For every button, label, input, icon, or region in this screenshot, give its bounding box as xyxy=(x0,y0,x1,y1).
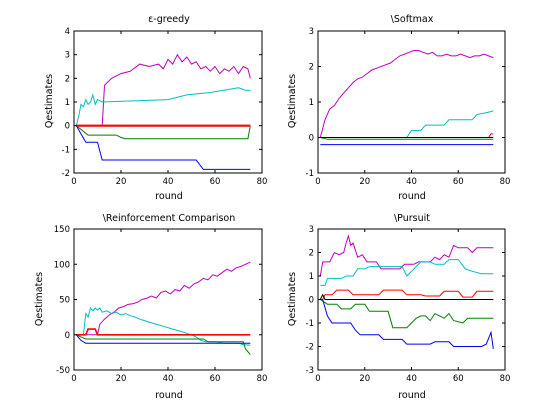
y-tick-label: 100 xyxy=(54,260,70,270)
x-tick-label: 60 xyxy=(210,177,221,187)
series-line-2 xyxy=(320,289,494,300)
y-tick-label: 3 xyxy=(309,225,314,235)
x-tick-label: 0 xyxy=(71,374,76,384)
y-tick-label: 50 xyxy=(59,296,70,306)
x-tick-label: 20 xyxy=(359,374,370,384)
series-line-0 xyxy=(319,234,494,277)
y-tick-label: -1 xyxy=(62,145,70,155)
y-tick-label: 2 xyxy=(65,74,70,84)
y-axis-label: Qestimates xyxy=(44,74,55,128)
series-line-0 xyxy=(76,261,251,336)
subplot-pursuit: \Pursuit round Qestimates xyxy=(287,213,430,401)
y-tick-label: 150 xyxy=(54,225,70,235)
x-tick-label: 60 xyxy=(453,177,464,187)
x-axis-label: round xyxy=(398,390,426,401)
x-tick-label: 80 xyxy=(257,177,268,187)
x-tick-label: 0 xyxy=(315,374,320,384)
y-tick-label: -2 xyxy=(306,343,314,353)
x-tick-label: 40 xyxy=(163,374,174,384)
series-line-5 xyxy=(320,299,494,349)
y-tick-label: 2 xyxy=(309,63,314,73)
y-tick-label: 3 xyxy=(65,51,70,61)
x-tick-label: 20 xyxy=(116,177,127,187)
x-tick-label: 20 xyxy=(359,177,370,187)
series-line-3 xyxy=(76,328,251,336)
x-tick-label: 0 xyxy=(71,177,76,187)
y-axis-label: Qestimates xyxy=(287,272,298,326)
series-line-4 xyxy=(75,334,251,344)
x-axis-label: round xyxy=(155,390,183,401)
y-tick-label: 3 xyxy=(309,27,314,37)
x-axis-label: round xyxy=(398,191,426,202)
y-axis-label: Qestimates xyxy=(34,272,45,326)
plot-area: 0 20 40 60 80 -3 -2 -1 0 1 2 3 xyxy=(306,225,511,384)
subplot-softmax: \Softmax round Qestimates xyxy=(287,14,434,202)
series-line-2 xyxy=(75,125,251,140)
y-tick-label: 2 xyxy=(309,249,314,259)
x-axis-label: round xyxy=(155,191,183,202)
subplot-title: \Pursuit xyxy=(394,213,430,224)
x-tick-label: 80 xyxy=(500,374,511,384)
x-tick-label: 20 xyxy=(116,374,127,384)
y-tick-label: 1 xyxy=(65,98,70,108)
y-tick-label: -1 xyxy=(306,319,314,329)
series-line-1 xyxy=(75,87,251,126)
y-tick-label: -2 xyxy=(62,169,70,179)
x-tick-label: 80 xyxy=(257,374,268,384)
series-line-0 xyxy=(76,53,251,127)
series-line-1 xyxy=(320,110,494,138)
y-tick-label: 0 xyxy=(65,331,70,341)
plot-area: 0 20 40 60 80 -2 -1 0 1 2 3 4 xyxy=(62,27,268,187)
y-axis-label: Qestimates xyxy=(287,74,298,128)
subplot-title: \Softmax xyxy=(391,14,434,25)
x-tick-label: 60 xyxy=(453,374,464,384)
x-tick-label: 40 xyxy=(163,177,174,187)
x-tick-label: 80 xyxy=(500,177,511,187)
series-line-3 xyxy=(319,293,494,300)
subplot-reinforcement-comparison: \Reinforcement Comparison round Qestimat… xyxy=(34,213,235,401)
subplot-title: ε-greedy xyxy=(148,14,190,25)
subplot-epsilon-greedy: ε-greedy round Qestimates xyxy=(44,14,190,202)
y-tick-label: -1 xyxy=(306,169,314,179)
series-line-4 xyxy=(320,299,494,329)
y-tick-label: -3 xyxy=(306,366,314,376)
series-line-2 xyxy=(76,334,251,355)
x-tick-label: 40 xyxy=(406,374,417,384)
series-line-0 xyxy=(319,50,494,138)
y-tick-label: 4 xyxy=(65,27,70,37)
y-tick-label: 0 xyxy=(65,122,70,132)
series-line-2 xyxy=(320,137,494,140)
y-tick-label: 1 xyxy=(309,98,314,108)
x-tick-label: 60 xyxy=(210,374,221,384)
y-tick-label: 1 xyxy=(309,272,314,282)
y-tick-label: 0 xyxy=(309,296,314,306)
series-line-3 xyxy=(75,125,251,170)
series-line-1 xyxy=(320,259,494,286)
series-line-1 xyxy=(76,306,251,346)
x-tick-label: 0 xyxy=(315,177,320,187)
y-tick-label: -50 xyxy=(56,366,70,376)
y-tick-label: 0 xyxy=(309,134,314,144)
x-tick-label: 40 xyxy=(406,177,417,187)
subplot-title: \Reinforcement Comparison xyxy=(103,213,236,224)
